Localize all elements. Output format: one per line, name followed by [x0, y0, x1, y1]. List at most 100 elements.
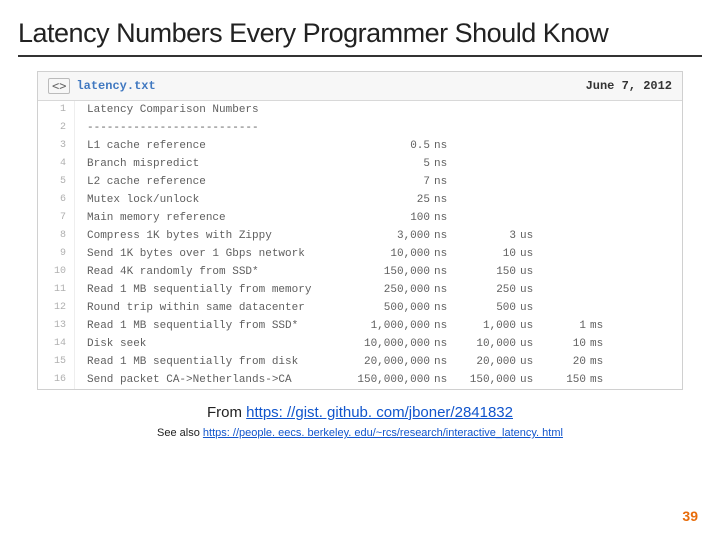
table-row: 16Send packet CA->Netherlands->CA150,000… [38, 371, 682, 389]
code-line: L1 cache reference0.5ns [75, 137, 683, 155]
unit-ms: ms [586, 335, 612, 353]
value-ns: 150,000 [342, 263, 430, 281]
value-us: 10,000 [456, 335, 516, 353]
table-row: 10Read 4K randomly from SSD*150,000ns150… [38, 263, 682, 281]
table-row: 15Read 1 MB sequentially from disk20,000… [38, 353, 682, 371]
table-row: 14Disk seek10,000,000ns10,000us10ms [38, 335, 682, 353]
credits: From https: //gist. github. com/jboner/2… [18, 404, 702, 439]
table-row: 7Main memory reference100ns [38, 209, 682, 227]
slide: Latency Numbers Every Programmer Should … [0, 0, 720, 540]
unit-us: us [516, 227, 542, 245]
code-line: Send 1K bytes over 1 Gbps network10,000n… [75, 245, 683, 263]
line-number: 15 [38, 353, 75, 371]
latency-label: Read 4K randomly from SSD* [87, 263, 342, 281]
code-line: Latency Comparison Numbers [75, 101, 683, 119]
unit-ns: ns [430, 155, 456, 173]
value-ns: 25 [342, 191, 430, 209]
gist-filename-wrap: <> latency.txt [48, 78, 156, 94]
unit-us: us [516, 317, 542, 335]
title-rule [18, 55, 702, 57]
unit-ns: ns [430, 227, 456, 245]
line-number: 1 [38, 101, 75, 119]
code-line: Read 1 MB sequentially from memory250,00… [75, 281, 683, 299]
latency-label: Read 1 MB sequentially from memory [87, 281, 342, 299]
line-number: 13 [38, 317, 75, 335]
table-row: 13Read 1 MB sequentially from SSD*1,000,… [38, 317, 682, 335]
unit-ns: ns [430, 299, 456, 317]
value-us: 250 [456, 281, 516, 299]
line-number: 7 [38, 209, 75, 227]
code-line: Mutex lock/unlock25ns [75, 191, 683, 209]
unit-ns: ns [430, 245, 456, 263]
line-number: 4 [38, 155, 75, 173]
value-us: 3 [456, 227, 516, 245]
line-number: 11 [38, 281, 75, 299]
unit-ns: ns [430, 335, 456, 353]
credit-see: See also https: //people. eecs. berkeley… [18, 427, 702, 439]
gist-header: <> latency.txt June 7, 2012 [38, 72, 682, 101]
value-ns: 150,000,000 [342, 371, 430, 389]
unit-us: us [516, 353, 542, 371]
unit-us: us [516, 245, 542, 263]
from-prefix: From [207, 404, 246, 421]
code-line: Main memory reference100ns [75, 209, 683, 227]
line-number: 8 [38, 227, 75, 245]
unit-ns: ns [430, 191, 456, 209]
gist-card: <> latency.txt June 7, 2012 1 Latency Com… [37, 71, 683, 390]
unit-ns: ns [430, 353, 456, 371]
line-number: 16 [38, 371, 75, 389]
code-line: Send packet CA->Netherlands->CA150,000,0… [75, 371, 683, 389]
gist-date: June 7, 2012 [586, 79, 672, 93]
unit-us: us [516, 263, 542, 281]
latency-label: -------------------------- [87, 119, 342, 137]
table-row: 9Send 1K bytes over 1 Gbps network10,000… [38, 245, 682, 263]
table-row: 3L1 cache reference0.5ns [38, 137, 682, 155]
see-prefix: See also [157, 427, 203, 439]
value-ns: 100 [342, 209, 430, 227]
page-title: Latency Numbers Every Programmer Should … [18, 18, 702, 49]
value-ns: 1,000,000 [342, 317, 430, 335]
see-link[interactable]: https: //people. eecs. berkeley. edu/~rc… [203, 427, 563, 439]
latency-label: Send packet CA->Netherlands->CA [87, 371, 342, 389]
latency-label: Branch mispredict [87, 155, 342, 173]
value-us: 150,000 [456, 371, 516, 389]
line-number: 2 [38, 119, 75, 137]
latency-label: Compress 1K bytes with Zippy [87, 227, 342, 245]
value-ms: 1 [542, 317, 586, 335]
unit-ns: ns [430, 137, 456, 155]
unit-ns: ns [430, 263, 456, 281]
value-us: 10 [456, 245, 516, 263]
unit-ms: ms [586, 371, 612, 389]
unit-ms: ms [586, 317, 612, 335]
table-row: 6Mutex lock/unlock25ns [38, 191, 682, 209]
line-number: 12 [38, 299, 75, 317]
code-icon: <> [48, 78, 70, 94]
value-ns: 10,000 [342, 245, 430, 263]
latency-label: Round trip within same datacenter [87, 299, 342, 317]
code-line: -------------------------- [75, 119, 683, 137]
table-row: 4Branch mispredict5ns [38, 155, 682, 173]
value-ns: 7 [342, 173, 430, 191]
latency-table: 1 Latency Comparison Numbers 2 ------------… [38, 101, 682, 389]
gist-filename[interactable]: latency.txt [76, 79, 155, 93]
line-number: 3 [38, 137, 75, 155]
from-link[interactable]: https: //gist. github. com/jboner/284183… [246, 404, 513, 421]
unit-us: us [516, 281, 542, 299]
line-number: 14 [38, 335, 75, 353]
value-ms: 150 [542, 371, 586, 389]
line-number: 5 [38, 173, 75, 191]
code-line: L2 cache reference7ns [75, 173, 683, 191]
unit-us: us [516, 371, 542, 389]
unit-us: us [516, 335, 542, 353]
latency-label: Latency Comparison Numbers [87, 101, 342, 119]
latency-label: Read 1 MB sequentially from disk [87, 353, 342, 371]
latency-label: Mutex lock/unlock [87, 191, 342, 209]
code-line: Branch mispredict5ns [75, 155, 683, 173]
value-us: 500 [456, 299, 516, 317]
value-ns: 10,000,000 [342, 335, 430, 353]
table-row: 2 -------------------------- [38, 119, 682, 137]
value-us: 1,000 [456, 317, 516, 335]
table-row: 11Read 1 MB sequentially from memory250,… [38, 281, 682, 299]
unit-ms: ms [586, 353, 612, 371]
code-line: Compress 1K bytes with Zippy3,000ns3us [75, 227, 683, 245]
